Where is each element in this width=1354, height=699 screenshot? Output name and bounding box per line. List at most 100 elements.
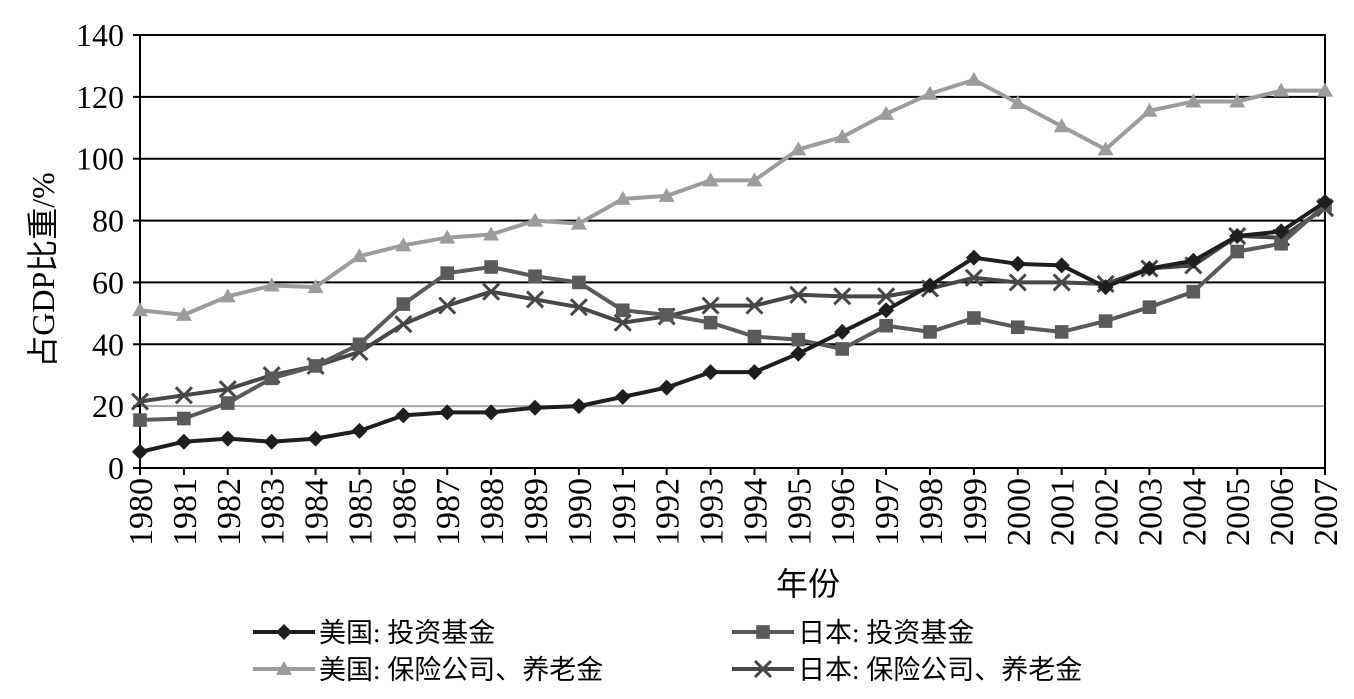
data-point xyxy=(396,297,411,311)
data-point xyxy=(1273,223,1290,240)
data-point xyxy=(789,285,808,304)
gridlines xyxy=(140,95,1325,408)
data-point xyxy=(527,399,543,416)
x-tick-label: 1980 xyxy=(123,478,160,546)
data-point xyxy=(1009,255,1026,272)
data-point xyxy=(174,386,193,405)
data-point xyxy=(964,268,983,287)
data-point xyxy=(1009,95,1026,110)
legend-item: 美国: 保险公司、养老金 xyxy=(253,655,603,685)
data-point xyxy=(264,371,279,386)
data-point xyxy=(965,71,982,86)
data-point xyxy=(658,379,675,396)
data-point xyxy=(482,282,501,301)
x-tick-label: 1987 xyxy=(430,478,467,546)
data-point xyxy=(967,311,981,325)
data-point xyxy=(790,345,807,362)
data-point xyxy=(133,413,147,427)
x-tick-label: 2000 xyxy=(1001,478,1038,546)
data-point xyxy=(1052,273,1071,292)
legend-triangle-marker-icon xyxy=(276,661,292,675)
x-tick-label: 1995 xyxy=(781,478,818,546)
data-point xyxy=(220,396,235,410)
data-point xyxy=(878,302,895,319)
x-axis: 1980 1981 1982 1983 1984 1985 1986 1987 1988 1989… xyxy=(123,468,1345,546)
data-point xyxy=(922,85,938,100)
data-point xyxy=(701,296,720,315)
data-point xyxy=(834,129,851,144)
data-point xyxy=(569,298,588,317)
data-point xyxy=(1185,93,1202,108)
legend-label: 美国: 保险公司、养老金 xyxy=(319,655,603,685)
x-tick-label: 2005 xyxy=(1220,478,1257,546)
data-point xyxy=(177,411,191,426)
data-point xyxy=(1185,252,1202,269)
data-point xyxy=(525,290,545,309)
series-layer xyxy=(130,71,1335,460)
data-point xyxy=(1053,257,1070,274)
y-tick-label: 80 xyxy=(92,203,124,239)
data-point xyxy=(1317,194,1333,211)
y-tick-label: 140 xyxy=(76,17,124,53)
data-point xyxy=(1273,82,1290,97)
legend-item: 日本: 保险公司、养老金 xyxy=(732,655,1082,685)
data-point xyxy=(570,215,587,230)
data-point xyxy=(572,275,586,290)
data-point xyxy=(1142,300,1157,314)
data-point xyxy=(130,392,150,411)
x-tick-label: 1986 xyxy=(386,478,423,546)
data-point xyxy=(879,318,893,333)
data-point xyxy=(746,364,763,381)
data-point xyxy=(835,342,850,356)
x-tick-label: 1991 xyxy=(606,478,643,546)
data-point xyxy=(527,212,543,227)
data-point xyxy=(351,422,368,439)
data-point xyxy=(395,237,412,252)
x-tick-label: 1999 xyxy=(957,478,994,546)
x-tick-label: 1981 xyxy=(167,478,204,546)
x-tick-label: 1992 xyxy=(650,478,687,546)
data-point xyxy=(922,277,938,294)
x-tick-label: 1996 xyxy=(825,478,862,546)
data-point xyxy=(613,313,632,332)
data-point xyxy=(175,306,192,321)
data-point xyxy=(878,105,895,120)
data-point xyxy=(659,308,674,322)
legend-diamond-marker-icon xyxy=(276,624,292,640)
x-tick-label: 1989 xyxy=(518,478,555,546)
data-point xyxy=(263,277,280,292)
data-point xyxy=(614,388,631,405)
x-tick-label: 1983 xyxy=(255,478,292,546)
x-tick-label: 2002 xyxy=(1089,478,1126,546)
y-tick-label: 20 xyxy=(92,388,124,424)
data-point xyxy=(1008,273,1027,292)
x-tick-label: 2004 xyxy=(1176,478,1213,546)
legend-item: 日本: 投资基金 xyxy=(732,618,974,648)
data-point xyxy=(1229,93,1246,108)
data-point xyxy=(219,288,236,303)
data-point xyxy=(703,315,718,330)
data-point xyxy=(702,172,719,187)
data-point xyxy=(1053,118,1070,133)
data-point xyxy=(570,398,587,415)
data-point xyxy=(440,266,455,280)
data-point xyxy=(1141,102,1158,117)
data-point xyxy=(394,315,413,334)
x-tick-label: 1988 xyxy=(474,478,511,546)
series-line xyxy=(139,203,1327,423)
y-tick-label: 100 xyxy=(76,141,124,177)
data-point xyxy=(1186,284,1201,299)
data-point xyxy=(132,302,148,317)
legend-label: 美国: 投资基金 xyxy=(319,618,495,648)
x-tick-label: 2007 xyxy=(1308,478,1345,546)
x-tick-label: 1990 xyxy=(562,478,599,546)
data-point xyxy=(307,430,324,447)
data-point xyxy=(1010,320,1025,335)
data-point xyxy=(1229,228,1246,245)
data-point xyxy=(219,430,236,447)
legend-square-marker-icon xyxy=(756,625,770,639)
data-point xyxy=(746,172,763,187)
series-line xyxy=(139,200,1327,454)
y-tick-label: 40 xyxy=(92,326,124,362)
data-point xyxy=(877,287,896,306)
